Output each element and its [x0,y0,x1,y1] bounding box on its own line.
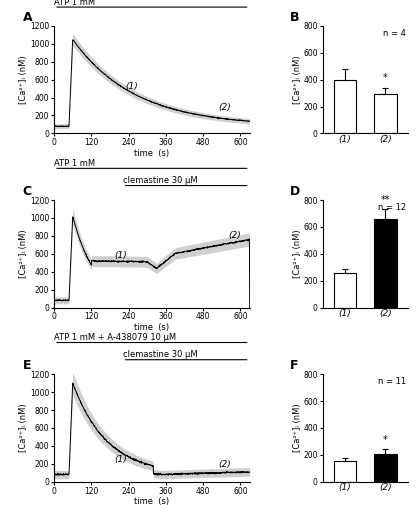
Text: (2): (2) [219,461,231,469]
Text: ATP 1 mM + A-438079 10 μM: ATP 1 mM + A-438079 10 μM [54,333,176,342]
Bar [374,454,396,482]
Text: C: C [23,185,32,198]
Text: **: ** [381,195,390,205]
Text: (2): (2) [228,231,241,240]
Y-axis label: [Ca²⁺]ᵢ (nM): [Ca²⁺]ᵢ (nM) [20,55,28,104]
Text: *: * [383,435,388,445]
Bar [374,94,396,134]
Y-axis label: [Ca²⁺]ᵢ (nM): [Ca²⁺]ᵢ (nM) [293,229,302,278]
Text: n = 4: n = 4 [383,29,406,38]
Text: B: B [290,11,300,24]
Text: D: D [290,185,301,198]
Text: (1): (1) [115,251,127,260]
Text: n = 11: n = 11 [378,378,406,386]
Text: clemastine 30 μM: clemastine 30 μM [123,350,197,359]
Text: clemastine 30 μM: clemastine 30 μM [123,176,197,185]
Text: (1): (1) [126,82,138,91]
Text: F: F [290,359,299,372]
Bar [334,274,356,308]
Text: ATP 1 mM: ATP 1 mM [54,159,95,168]
X-axis label: time  (s): time (s) [134,497,169,506]
Y-axis label: [Ca²⁺]ᵢ (nM): [Ca²⁺]ᵢ (nM) [20,404,28,452]
Y-axis label: [Ca²⁺]ᵢ (nM): [Ca²⁺]ᵢ (nM) [20,229,28,278]
Text: n = 12: n = 12 [378,203,406,212]
Text: A: A [23,11,32,24]
Bar [374,219,396,308]
Text: *: * [383,74,388,83]
Text: (1): (1) [115,455,127,465]
X-axis label: time  (s): time (s) [134,149,169,157]
Y-axis label: [Ca²⁺]ᵢ (nM): [Ca²⁺]ᵢ (nM) [293,55,302,104]
Bar [334,80,356,134]
Y-axis label: [Ca²⁺]ᵢ (nM): [Ca²⁺]ᵢ (nM) [293,404,302,452]
X-axis label: time  (s): time (s) [134,323,169,332]
Text: ATP 1 mM: ATP 1 mM [54,0,95,7]
Text: (2): (2) [219,103,231,112]
Text: E: E [23,359,31,372]
Bar [334,461,356,482]
